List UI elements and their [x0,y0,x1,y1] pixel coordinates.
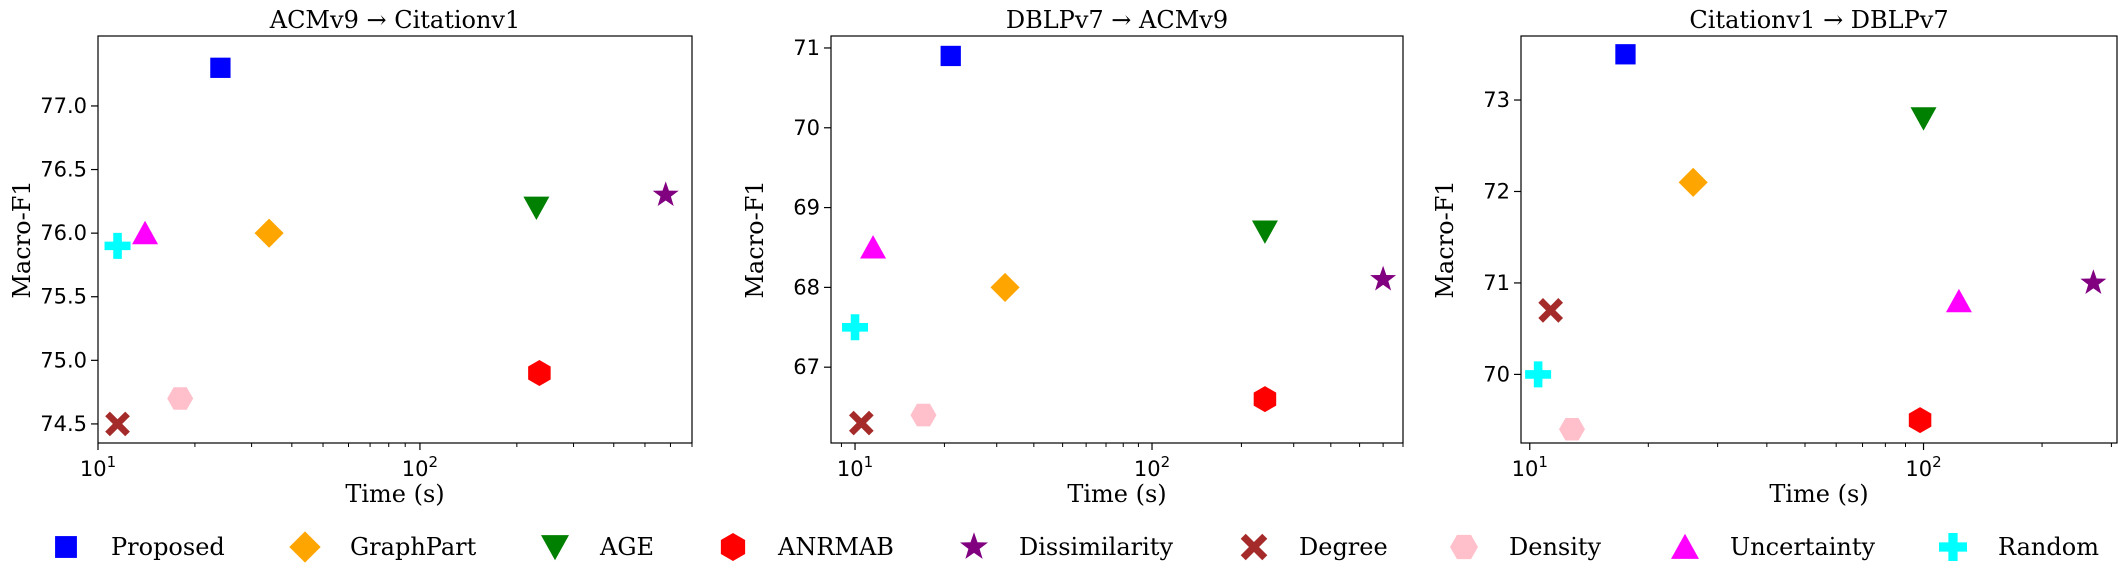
y-tick-label: 67 [793,355,820,379]
legend-marker-random [1939,533,1967,561]
point-degree [1538,298,1564,323]
plot-frame [830,35,1404,444]
legend-label: ANRMAB [777,533,894,561]
chart-panel-2: DBLPv7 → ACMv9 101 102 67 68 69 70 71 Time (s) Ma… [741,6,1404,508]
legend-item-random: Random [1939,533,2099,561]
point-age [523,196,550,221]
point-graphpart [990,272,1020,302]
legend-item-dissimilarity: Dissimilarity [960,532,1173,561]
y-tick-label: 70 [1483,362,1510,386]
chart-title: Citationv1 → DBLPv7 [1689,6,1948,34]
point-density [167,387,194,410]
point-degree [848,410,874,436]
chart-title: DBLPv7 → ACMv9 [1006,6,1228,34]
legend-item-graphpart: GraphPart [289,531,477,563]
x-tick-label: 102 [1134,453,1170,481]
legend-item-anrmab: ANRMAB [720,533,894,561]
x-axis-label: Time (s) [1769,480,1868,508]
legend-marker-age [541,535,569,561]
plot-frame [97,35,693,444]
x-tick-label: 101 [837,453,873,481]
y-tick-label: 76.0 [40,221,87,245]
x-axis-label: Time (s) [1067,480,1166,508]
point-age [1251,220,1278,244]
legend-item-uncertainty: Uncertainty [1671,533,1876,561]
point-dissimilarity [2080,269,2107,294]
y-tick-label: 71 [1483,271,1510,295]
legend-label: Dissimilarity [1019,533,1173,561]
legend-label: Density [1509,533,1602,561]
point-density [1558,418,1585,441]
legend-marker-graphpart [289,531,321,563]
point-graphpart [1678,167,1708,197]
y-axis-label: Macro-F1 [1431,180,1459,298]
point-uncertainty [860,235,887,259]
legend-label: Uncertainty [1730,533,1876,561]
point-density [910,403,937,427]
y-axis-label: Macro-F1 [741,180,769,298]
legend-label: Proposed [111,533,225,561]
legend-label: AGE [599,533,654,561]
legend-label: GraphPart [350,533,477,561]
legend-marker-density [1450,534,1478,560]
point-anrmab [1908,407,1932,434]
chart-panel-1: ACMv9 → Citationv1 101 102 74.5 75.0 75.5 76.0… [8,6,693,508]
chart-title: ACMv9 → Citationv1 [269,6,521,34]
legend-marker-anrmab [720,533,746,561]
legend: Proposed GraphPart AGE ANRMAB Dissimilarity D… [55,531,2099,563]
point-dissimilarity [652,181,679,207]
point-random [104,232,131,259]
chart-panel-3: Citationv1 → DBLPv7 101 102 70 71 72 73 Time (s… [1431,6,2118,508]
point-random [1525,361,1552,388]
y-tick-label: 75.0 [40,348,87,372]
y-tick-label: 72 [1483,179,1510,203]
legend-label: Random [1998,533,2099,561]
x-tick-label: 101 [80,453,116,481]
legend-item-density: Density [1450,533,1602,561]
plot-frame [1520,35,2118,444]
y-tick-label: 76.5 [40,158,87,182]
point-dissimilarity [1370,265,1397,291]
legend-item-degree: Degree [1240,533,1388,561]
y-tick-label: 75.5 [40,285,87,309]
x-tick-label: 102 [1905,453,1941,481]
legend-marker-dissimilarity [960,532,988,559]
point-random [842,314,869,341]
y-tick-label: 70 [793,116,820,140]
point-proposed [1615,44,1636,65]
point-anrmab [1253,386,1277,413]
x-tick-label: 101 [1512,453,1548,481]
y-tick-label: 74.5 [40,412,87,436]
point-uncertainty [132,220,159,245]
legend-marker-proposed [55,536,77,558]
y-tick-label: 71 [793,36,820,60]
x-axis-label: Time (s) [345,480,444,508]
legend-marker-degree [1240,533,1268,561]
y-tick-label: 77.0 [40,94,87,118]
legend-item-proposed: Proposed [55,533,225,561]
y-tick-label: 69 [793,196,820,220]
point-uncertainty [1945,288,1972,313]
point-degree [105,411,130,437]
y-axis-label: Macro-F1 [8,180,36,298]
point-proposed [210,57,231,78]
point-anrmab [528,360,551,387]
x-tick-label: 102 [402,453,438,481]
y-tick-label: 73 [1483,88,1510,112]
legend-marker-uncertainty [1671,533,1699,559]
y-tick-label: 68 [793,275,820,299]
legend-label: Degree [1299,533,1388,561]
legend-item-age: AGE [541,533,654,561]
point-graphpart [254,218,284,248]
point-proposed [940,45,961,67]
point-age [1910,107,1937,131]
